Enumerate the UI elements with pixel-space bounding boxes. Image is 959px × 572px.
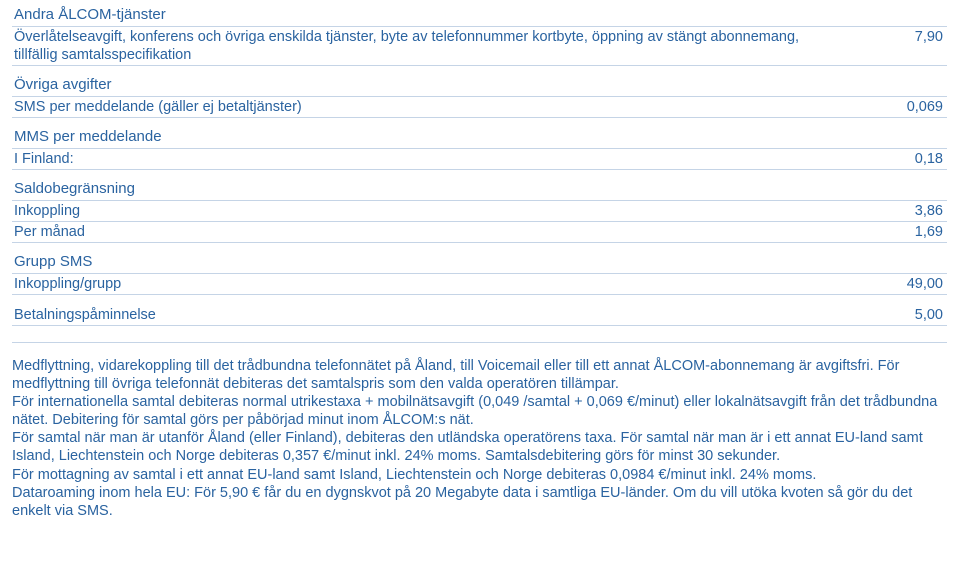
- section-betalningspaminnelse: Betalningspåminnelse 5,00: [12, 305, 947, 343]
- row-value: 5,00: [895, 306, 943, 324]
- row-value: 0,069: [887, 98, 943, 116]
- table-row: SMS per meddelande (gäller ej betaltjäns…: [12, 97, 947, 118]
- section-mms: MMS per meddelande I Finland: 0,18: [12, 128, 947, 170]
- row-value: 3,86: [895, 202, 943, 220]
- section-header: Saldobegränsning: [12, 180, 947, 201]
- body-paragraph: Medflyttning, vidarekoppling till det tr…: [12, 357, 947, 393]
- row-value: 49,00: [887, 275, 943, 293]
- table-row: I Finland: 0,18: [12, 149, 947, 170]
- row-label: Överlåtelseavgift, konferens och övriga …: [14, 28, 813, 64]
- row-value: 1,69: [895, 223, 943, 241]
- section-grupp-sms: Grupp SMS Inkoppling/grupp 49,00: [12, 253, 947, 295]
- row-label: Per månad: [14, 223, 895, 241]
- table-row: Per månad 1,69: [12, 222, 947, 243]
- section-saldobegransning: Saldobegränsning Inkoppling 3,86 Per mån…: [12, 180, 947, 243]
- body-text: Medflyttning, vidarekoppling till det tr…: [12, 357, 947, 520]
- row-label: I Finland:: [14, 150, 895, 168]
- section-header: Andra ÅLCOM-tjänster: [12, 6, 947, 27]
- table-row: Betalningspåminnelse 5,00: [12, 305, 947, 326]
- section-header: Grupp SMS: [12, 253, 947, 274]
- row-label: Betalningspåminnelse: [14, 306, 895, 324]
- body-paragraph: Dataroaming inom hela EU: För 5,90 € får…: [12, 484, 947, 520]
- row-label: Inkoppling/grupp: [14, 275, 887, 293]
- table-row: Inkoppling/grupp 49,00: [12, 274, 947, 295]
- table-blank-row: [12, 326, 947, 343]
- section-alcom-tjanster: Andra ÅLCOM-tjänster Överlåtelseavgift, …: [12, 6, 947, 66]
- row-value: 0,18: [895, 150, 943, 168]
- row-label: SMS per meddelande (gäller ej betaltjäns…: [14, 98, 887, 116]
- body-paragraph: För samtal när man är utanför Åland (ell…: [12, 429, 947, 465]
- row-value: 7,90: [895, 28, 943, 64]
- section-header: MMS per meddelande: [12, 128, 947, 149]
- table-row: Överlåtelseavgift, konferens och övriga …: [12, 27, 947, 66]
- row-label: Inkoppling: [14, 202, 895, 220]
- body-paragraph: För mottagning av samtal i ett annat EU-…: [12, 466, 947, 484]
- section-ovriga-avgifter: Övriga avgifter SMS per meddelande (gäll…: [12, 76, 947, 118]
- section-header: Övriga avgifter: [12, 76, 947, 97]
- table-row: Inkoppling 3,86: [12, 201, 947, 222]
- body-paragraph: För internationella samtal debiteras nor…: [12, 393, 947, 429]
